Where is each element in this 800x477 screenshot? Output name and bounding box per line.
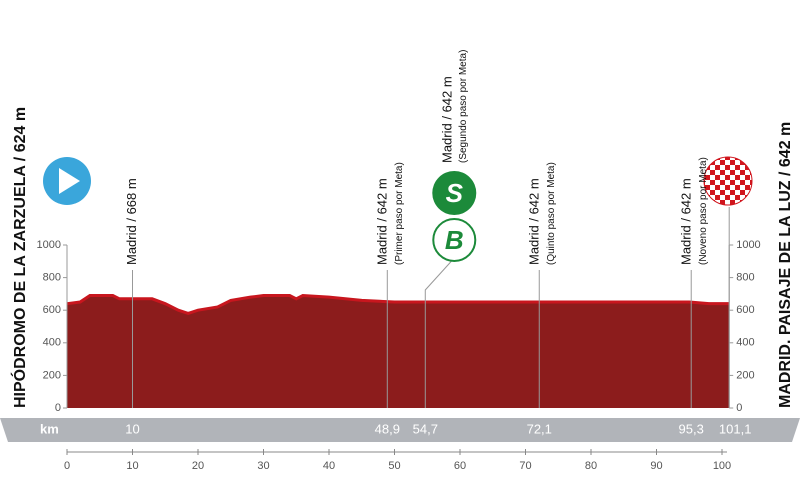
km-label: km (40, 421, 59, 436)
start-label: HIPÓDROMO DE LA ZARZUELA / 624 m (10, 107, 29, 408)
start-arrow (59, 168, 80, 194)
bonus-icon (432, 218, 477, 262)
km-marker: 95,3 (679, 421, 704, 436)
x-tick-label: 70 (519, 460, 531, 472)
waypoint-note: (Primer paso por Meta) (394, 162, 405, 265)
sprint-icon (432, 171, 477, 215)
x-tick-label: 30 (257, 460, 269, 472)
y-tick-label: 0 (736, 402, 742, 414)
waypoint-label: Madrid / 642 m (440, 76, 455, 163)
x-tick-label: 90 (650, 460, 662, 472)
y-tick-label: 0 (55, 402, 61, 414)
y-tick-label: 200 (736, 369, 754, 381)
bonus-letter: B (445, 225, 464, 255)
y-tick-label: 600 (736, 304, 754, 316)
elevation-area (67, 295, 730, 408)
km-marker: 48,9 (375, 421, 400, 436)
km-band (0, 418, 800, 442)
waypoint-note: (Quinto paso por Meta) (546, 162, 557, 265)
waypoint-line (424, 257, 455, 408)
waypoint-label: Madrid / 642 m (679, 178, 694, 265)
x-tick-label: 80 (585, 460, 597, 472)
elevation-line (66, 294, 730, 316)
y-tick-label: 400 (736, 337, 754, 349)
km-marker: 54,7 (413, 421, 438, 436)
x-tick-label: 50 (388, 460, 400, 472)
y-tick-label: 200 (43, 369, 61, 381)
y-tick-label: 400 (43, 337, 61, 349)
km-marker: 101,1 (719, 421, 752, 436)
x-tick-label: 100 (713, 460, 731, 472)
sprint-letter: S (446, 178, 464, 208)
km-marker: 10 (125, 421, 139, 436)
finish-label: MADRID. PAISAJE DE LA LUZ / 642 m (777, 122, 794, 408)
x-tick-label: 40 (323, 460, 335, 472)
y-tick-label: 800 (43, 272, 61, 284)
waypoint-label: Madrid / 642 m (527, 178, 542, 265)
y-tick-label: 800 (736, 272, 754, 284)
x-tick-label: 60 (454, 460, 466, 472)
waypoint-note: (Noveno paso por Meta) (698, 157, 709, 265)
waypoint-label: Madrid / 642 m (375, 178, 390, 265)
waypoint-label: Madrid / 668 m (124, 178, 139, 265)
km-marker: 72,1 (527, 421, 552, 436)
x-tick-label: 10 (126, 460, 138, 472)
y-tick-label: 1000 (37, 239, 61, 251)
y-tick-label: 600 (43, 304, 61, 316)
finish-icon (703, 156, 753, 206)
x-tick-label: 0 (64, 460, 70, 472)
waypoint-note: (Segundo paso por Meta) (458, 50, 469, 163)
x-tick-label: 20 (192, 460, 204, 472)
y-tick-label: 1000 (736, 239, 760, 251)
